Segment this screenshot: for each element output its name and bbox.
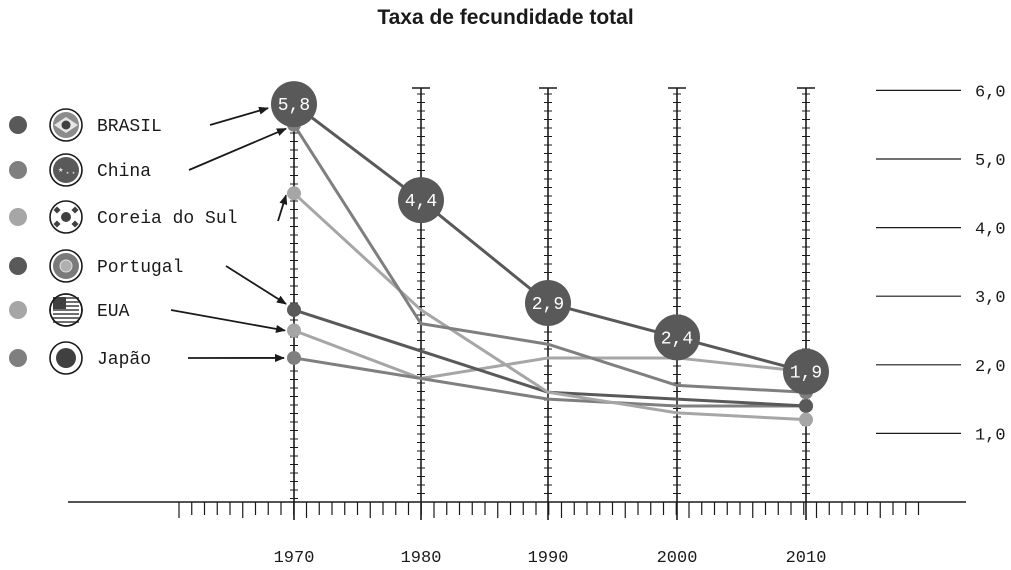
- legend-label: Coreia do Sul: [97, 209, 237, 229]
- china-flag-icon: ★ ★ ★: [49, 153, 83, 187]
- legend-label: China: [97, 162, 151, 182]
- legend-swatch: [9, 257, 27, 275]
- data-point: [287, 302, 301, 317]
- y-tick-label: 4,0: [975, 221, 1006, 240]
- series-line-china: [292, 123, 807, 394]
- portugal-flag-icon: [49, 249, 83, 283]
- flag-canton: [53, 297, 66, 309]
- south-korea-flag-icon: [49, 200, 83, 234]
- legend-swatch: [9, 301, 27, 319]
- data-point: [287, 186, 301, 201]
- flag-star: ★: [58, 165, 64, 175]
- flag-star: ★ ★: [66, 170, 75, 176]
- flag-trigram: [71, 206, 79, 214]
- legend-swatch: [9, 349, 27, 367]
- x-tick-label: 1990: [528, 549, 569, 568]
- legend-arrow: [188, 127, 287, 171]
- brazil-value-label: 2,9: [532, 295, 564, 315]
- flag-fill: [53, 157, 79, 183]
- brazil-data-point: [525, 280, 571, 327]
- legend-arrow: [170, 309, 286, 333]
- legend-item-eua: EUA: [9, 293, 286, 333]
- flag-trigram: [53, 220, 61, 228]
- y-tick-label: 2,0: [975, 358, 1006, 377]
- legend-arrow: [209, 106, 269, 126]
- legend-label: Japão: [97, 350, 151, 370]
- usa-flag-icon: [49, 293, 83, 327]
- x-tick-label: 1980: [401, 549, 442, 568]
- legend-item-china: ★ ★ ★ China: [9, 127, 287, 187]
- legend-item-japão: Japão: [9, 341, 285, 375]
- legend-swatch: [9, 208, 27, 226]
- brazil-value-label: 2,4: [661, 329, 693, 349]
- brazil-value-label: 1,9: [790, 364, 822, 384]
- legend-label: Portugal: [97, 258, 183, 278]
- decade-axis-2010: [797, 87, 815, 520]
- flag-taeguk: [61, 212, 71, 222]
- series-line-coreia-do-sul: [292, 192, 807, 422]
- legend-swatch: [9, 116, 27, 134]
- legend-arrow: [277, 194, 288, 222]
- brazil-value-label: 5,8: [278, 96, 310, 116]
- x-tick-label: 1970: [274, 549, 315, 568]
- brazil-data-point: [398, 177, 444, 224]
- flag-globe: [61, 120, 71, 130]
- y-tick-label: 3,0: [975, 289, 1006, 308]
- series-line-eua: [293, 329, 807, 381]
- legend-item-brasil: BRASIL: [9, 106, 269, 142]
- data-point: [799, 398, 813, 413]
- legend-item-coreia-do-sul: Coreia do Sul: [9, 194, 288, 234]
- japan-flag-icon: [49, 341, 83, 375]
- flag-ring-over: [49, 293, 83, 327]
- data-point: [287, 323, 301, 338]
- y-tick-label: 5,0: [975, 152, 1006, 171]
- flag-trigram: [71, 220, 79, 228]
- brazil-data-point: [271, 81, 317, 128]
- flag-sphere: [59, 259, 73, 273]
- flag-trigram: [53, 206, 61, 214]
- brazil-flag-icon: [49, 108, 83, 142]
- brazil-data-point: [654, 314, 700, 361]
- brazil-data-point: [783, 348, 829, 395]
- legend-label: EUA: [97, 302, 130, 322]
- x-tick-label: 2000: [657, 549, 698, 568]
- chart-title: Taxa de fecundidade total: [377, 6, 634, 29]
- y-tick-label: 6,0: [975, 83, 1006, 102]
- data-point: [287, 350, 301, 365]
- y-tick-label: 1,0: [975, 426, 1006, 445]
- flag-sun: [56, 348, 76, 368]
- legend-label: BRASIL: [97, 117, 162, 137]
- x-tick-label: 2010: [786, 549, 827, 568]
- legend-item-portugal: Portugal: [9, 249, 287, 305]
- legend-swatch: [9, 161, 27, 179]
- series-line-japão: [293, 356, 806, 408]
- legend-arrow: [225, 265, 287, 305]
- brazil-value-label: 4,4: [405, 192, 437, 212]
- decade-axis-2000: [668, 87, 686, 520]
- data-point: [799, 412, 813, 427]
